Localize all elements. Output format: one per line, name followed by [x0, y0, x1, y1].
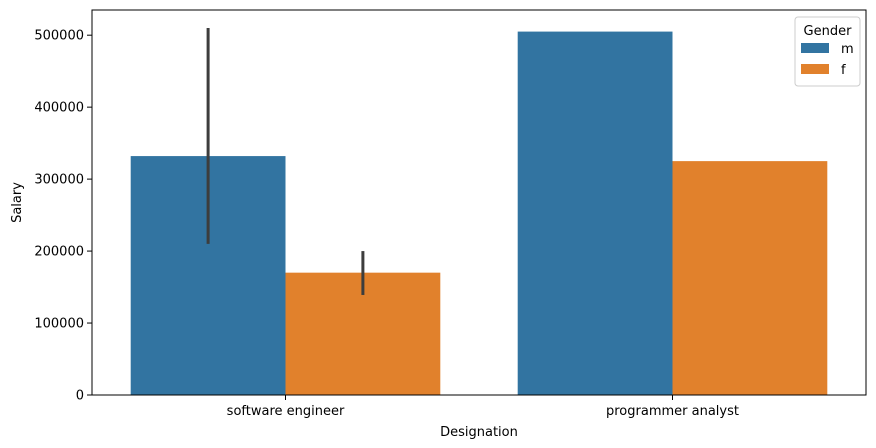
- legend: Gender mf: [794, 16, 861, 87]
- error-bars-layer: [206, 27, 365, 295]
- bar-m-1: [517, 31, 673, 396]
- y-tick-label: 500000: [34, 29, 84, 44]
- x-axis: software engineer programmer analyst: [227, 395, 739, 419]
- y-axis: 0 100000 200000 300000 400000 500000: [34, 29, 92, 404]
- legend-title: Gender: [804, 24, 853, 39]
- bar-f-1: [672, 161, 828, 395]
- bars-layer: [130, 31, 828, 396]
- legend-label-m: m: [841, 42, 854, 57]
- x-axis-label: Designation: [440, 425, 518, 440]
- y-tick-label: 200000: [34, 245, 84, 260]
- y-tick-label: 100000: [34, 317, 84, 332]
- x-tick-label: software engineer: [227, 404, 345, 419]
- x-tick-label: programmer analyst: [606, 404, 739, 419]
- legend-items: mf: [801, 42, 854, 78]
- plot-frame: [91, 9, 867, 396]
- y-tick-label: 0: [76, 389, 84, 404]
- y-axis-label: Salary: [10, 182, 25, 223]
- y-tick-label: 300000: [34, 173, 84, 188]
- legend-label-f: f: [841, 63, 846, 78]
- y-tick-label: 400000: [34, 101, 84, 116]
- legend-swatch-f: [801, 64, 829, 74]
- legend-swatch-m: [801, 43, 829, 53]
